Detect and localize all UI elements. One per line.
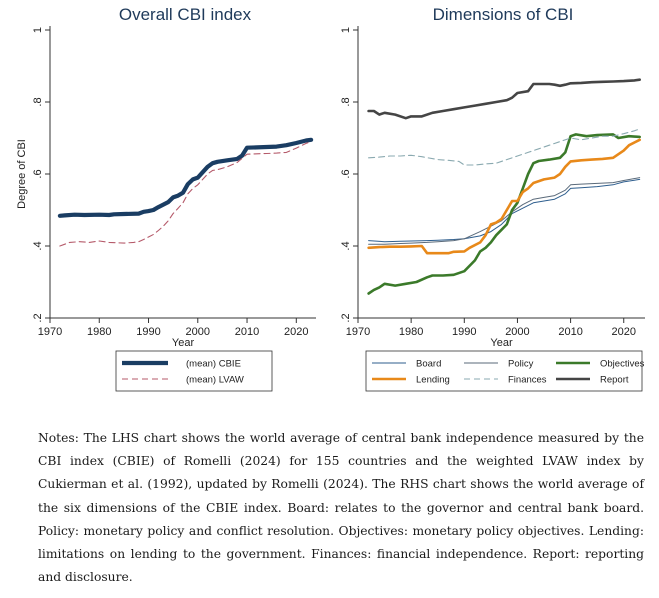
left-chart: Overall CBI index .2 .4 .6 .8 1 1970 1980 1990 20… [16,5,316,392]
y-tick-label: .6 [32,169,44,178]
y-tick-label: .4 [340,241,352,250]
x-tick-label: 2020 [611,326,635,338]
y-tick-label: .8 [32,97,44,106]
series-line-finances [368,128,641,166]
right-chart: Dimensions of CBI .2 .4 .6 .8 1 1970 1980 1990 20… [340,5,645,392]
series-line-board [368,178,641,243]
series-line-lending [367,138,641,255]
x-tick-label: 1990 [452,326,476,338]
figure-notes: Notes: The LHS chart shows the world ave… [38,431,644,585]
legend-label-lending: Lending [416,375,450,386]
x-axis-label: Year [490,337,513,349]
legend-label-finances: Finances [508,375,547,386]
cbi-figure: Overall CBI index .2 .4 .6 .8 1 1970 1980 1990 20… [16,5,645,392]
legend-label-report: Report [600,375,629,386]
legend: (mean) CBIE (mean) LVAW [115,350,273,392]
series-line-mean-lvaw [59,141,312,247]
y-tick-label: 1 [32,27,44,33]
y-tick-label: .4 [32,241,44,250]
legend-label-mean-cbie: (mean) CBIE [186,359,241,370]
y-tick-label: .8 [340,97,352,106]
y-tick-label: 1 [340,27,352,33]
legend-box [115,350,273,392]
y-tick-label: .2 [32,313,44,322]
series-line-report [367,78,641,120]
legend-label-objectives: Objectives [600,359,645,370]
legend-label-board: Board [416,359,441,370]
series-line-objectives [367,133,641,295]
y-tick-label: .2 [340,313,352,322]
series-line-policy [368,177,641,245]
y-tick-label: .6 [340,169,352,178]
chart-title: Dimensions of CBI [433,5,574,24]
x-tick-label: 1980 [87,326,111,338]
x-tick-label: 1980 [399,326,423,338]
x-tick-label: 2010 [235,326,259,338]
legend: Board Policy Objectives Lending Finances Repo… [365,350,645,392]
x-tick-label: 1970 [38,326,62,338]
legend-label-policy: Policy [508,359,534,370]
x-tick-label: 2010 [558,326,582,338]
y-axis-label: Degree of CBI [16,139,28,209]
x-tick-label: 2000 [505,326,529,338]
x-tick-label: 1990 [136,326,160,338]
x-tick-label: 2000 [186,326,210,338]
x-tick-label: 2020 [284,326,308,338]
legend-label-mean-lvaw: (mean) LVAW [186,375,244,386]
x-tick-label: 1970 [346,326,370,338]
chart-title: Overall CBI index [119,5,252,24]
x-axis-label: Year [172,337,195,349]
legend-box [365,350,643,392]
series-line-mean-cbie [57,137,314,218]
